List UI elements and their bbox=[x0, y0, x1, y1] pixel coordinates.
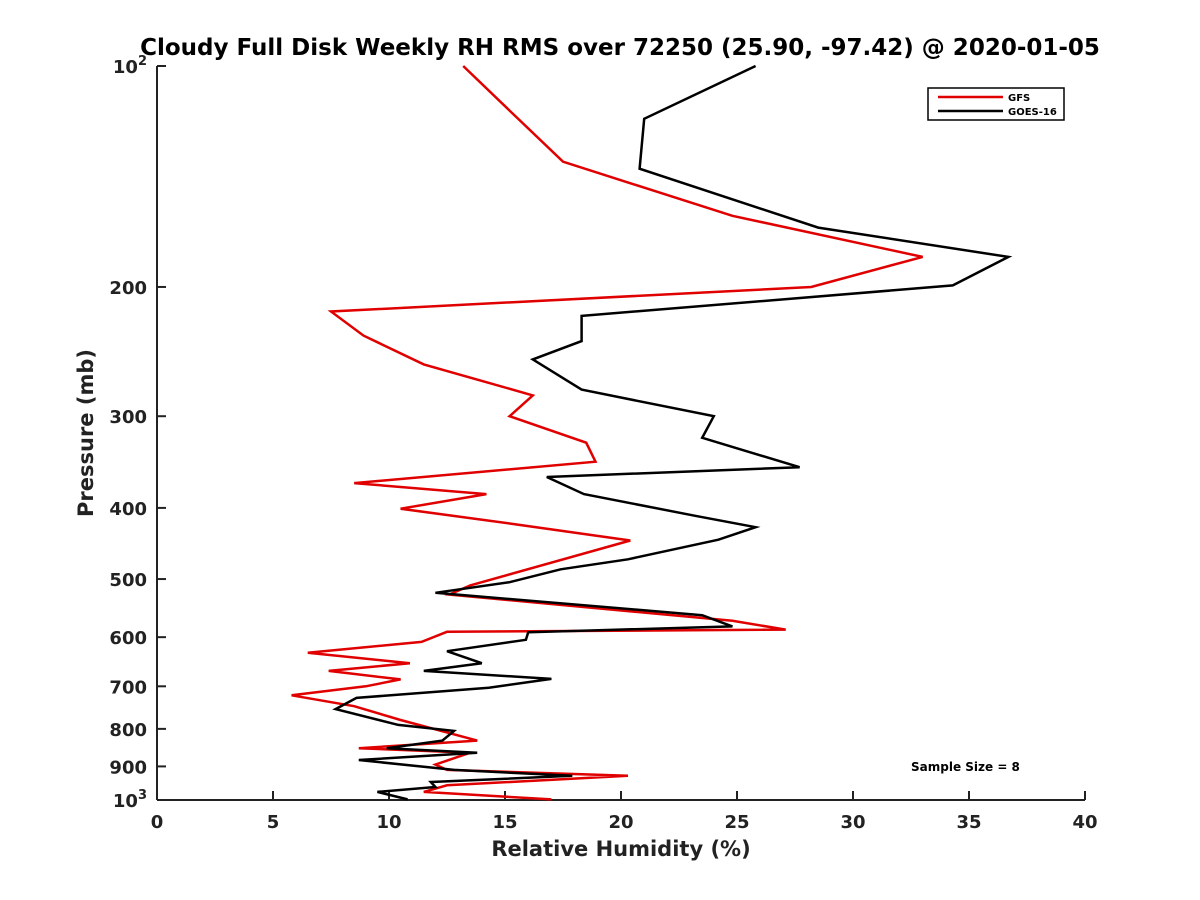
x-tick-label: 35 bbox=[956, 812, 981, 833]
x-axis-ticks: 0 5 10 15 20 25 30 35 40 bbox=[151, 791, 1098, 833]
y-tick-label: 103 bbox=[113, 788, 147, 812]
legend: GFS GOES-16 bbox=[927, 87, 1065, 121]
y-axis-ticks: 102 200 300 400 500 600 700 800 900 103 bbox=[109, 54, 166, 812]
y-tick-label: 102 bbox=[113, 54, 147, 78]
series-line-gfs bbox=[291, 65, 923, 801]
x-tick-label: 0 bbox=[151, 812, 164, 833]
y-tick-label: 200 bbox=[109, 278, 147, 299]
legend-label-goes16: GOES-16 bbox=[1008, 107, 1057, 118]
x-tick-label: 5 bbox=[267, 812, 280, 833]
x-tick-label: 10 bbox=[376, 812, 401, 833]
y-tick-label: 600 bbox=[109, 628, 147, 649]
y-tick-label: 900 bbox=[109, 757, 147, 778]
series-line-goes16 bbox=[332, 64, 1013, 801]
sample-size-annotation: Sample Size = 8 bbox=[911, 760, 1020, 774]
x-axis-label: Relative Humidity (%) bbox=[491, 837, 750, 861]
x-tick-label: 40 bbox=[1072, 812, 1097, 833]
chart-title: Cloudy Full Disk Weekly RH RMS over 7225… bbox=[140, 35, 1100, 61]
plot-area bbox=[156, 66, 1085, 801]
y-tick-label: 500 bbox=[109, 570, 147, 591]
y-axis-label: Pressure (mb) bbox=[74, 349, 98, 517]
x-tick-label: 25 bbox=[724, 812, 749, 833]
x-tick-label: 15 bbox=[492, 812, 517, 833]
x-tick-label: 20 bbox=[608, 812, 633, 833]
legend-box bbox=[927, 87, 1065, 121]
y-tick-label: 400 bbox=[109, 499, 147, 520]
x-tick-label: 30 bbox=[840, 812, 865, 833]
series-layer bbox=[291, 64, 1013, 801]
y-tick-label: 800 bbox=[109, 720, 147, 741]
legend-label-gfs: GFS bbox=[1008, 93, 1030, 104]
y-tick-label: 300 bbox=[109, 407, 147, 428]
y-tick-label: 700 bbox=[109, 677, 147, 698]
